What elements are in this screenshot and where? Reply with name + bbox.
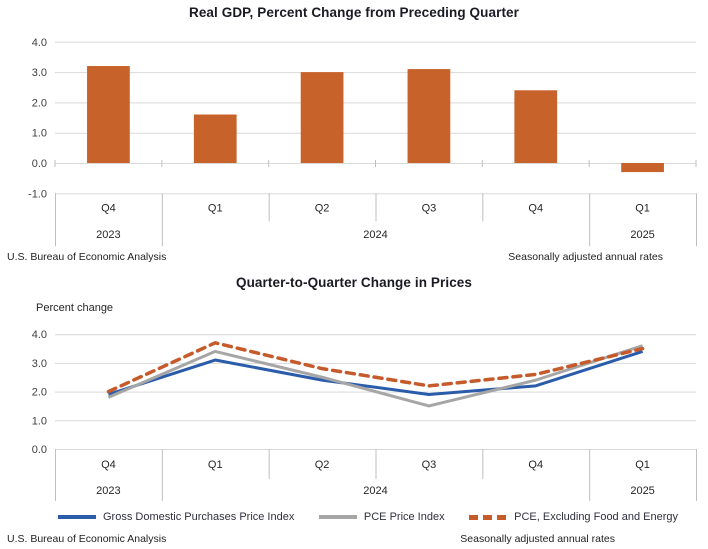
svg-text:3.0: 3.0 — [32, 358, 47, 370]
gdp-bar-chart-plot: 4.0 3.0 2.0 1.0 0.0 -1.0 Q4 Q1 Q2 Q3 Q4 Q1 2023 2024 2… — [28, 37, 697, 247]
legend-label: PCE Price Index — [363, 511, 445, 523]
svg-text:Q4: Q4 — [101, 459, 116, 471]
gdp-chart-title: Real GDP, Percent Change from Preceding … — [188, 5, 520, 20]
svg-text:-1.0: -1.0 — [28, 188, 47, 200]
prices-rate-note: Seasonally adjusted annual rates — [460, 533, 615, 545]
svg-text:Q4: Q4 — [101, 202, 116, 214]
svg-text:Q1: Q1 — [635, 459, 650, 471]
legend-label: Gross Domestic Purchases Price Index — [103, 511, 295, 523]
svg-text:Q1: Q1 — [208, 459, 223, 471]
svg-text:2023: 2023 — [96, 485, 120, 497]
prices-chart-title: Quarter-to-Quarter Change in Prices — [235, 275, 473, 290]
legend-item-gross-domestic-purchases: Gross Domestic Purchases Price Index — [58, 511, 294, 523]
svg-text:3.0: 3.0 — [32, 67, 47, 79]
gdp-source-note: U.S. Bureau of Economic Analysis — [7, 251, 167, 263]
gray-line-swatch-icon — [318, 515, 357, 519]
prices-line-chart-plot: 4.0 3.0 2.0 1.0 0.0 Q4 Q1 Q2 Q3 Q4 Q1 2023 2024 2025 — [32, 329, 697, 501]
legend-item-pce-price-index: PCE Price Index — [318, 511, 445, 523]
prices-source-note: U.S. Bureau of Economic Analysis — [7, 533, 167, 545]
svg-text:2.0: 2.0 — [32, 97, 47, 109]
prices-chart-footer: U.S. Bureau of Economic Analysis Seasona… — [7, 533, 615, 545]
svg-text:0.0: 0.0 — [32, 444, 47, 456]
svg-text:Q3: Q3 — [422, 202, 437, 214]
svg-text:Q1: Q1 — [208, 202, 223, 214]
svg-text:2023: 2023 — [96, 229, 120, 241]
svg-text:4.0: 4.0 — [32, 329, 47, 341]
svg-text:0.0: 0.0 — [32, 158, 47, 170]
svg-text:Q4: Q4 — [528, 459, 543, 471]
legend-label: PCE, Excluding Food and Energy — [514, 511, 678, 523]
svg-text:4.0: 4.0 — [32, 37, 47, 49]
svg-text:Q3: Q3 — [422, 459, 437, 471]
svg-text:Q4: Q4 — [528, 202, 543, 214]
legend-item-pce-excluding-food-energy: PCE, Excluding Food and Energy — [469, 511, 678, 523]
gdp-chart-footer: U.S. Bureau of Economic Analysis Seasona… — [7, 251, 663, 263]
svg-text:2024: 2024 — [363, 229, 387, 241]
orange-dashed-line-swatch-icon — [469, 514, 508, 520]
svg-text:2025: 2025 — [630, 485, 654, 497]
gdp-rate-note: Seasonally adjusted annual rates — [508, 251, 663, 263]
svg-text:2.0: 2.0 — [32, 387, 47, 399]
prices-chart-legend: Gross Domestic Purchases Price Index PCE… — [58, 511, 678, 523]
svg-text:1.0: 1.0 — [32, 415, 47, 427]
svg-text:Q2: Q2 — [315, 202, 330, 214]
svg-text:2025: 2025 — [630, 229, 654, 241]
svg-text:1.0: 1.0 — [32, 128, 47, 140]
svg-text:Q1: Q1 — [635, 202, 650, 214]
blue-line-swatch-icon — [58, 515, 96, 519]
svg-text:Q2: Q2 — [315, 459, 330, 471]
svg-text:2024: 2024 — [363, 485, 387, 497]
prices-y-axis-label: Percent change — [36, 302, 114, 314]
